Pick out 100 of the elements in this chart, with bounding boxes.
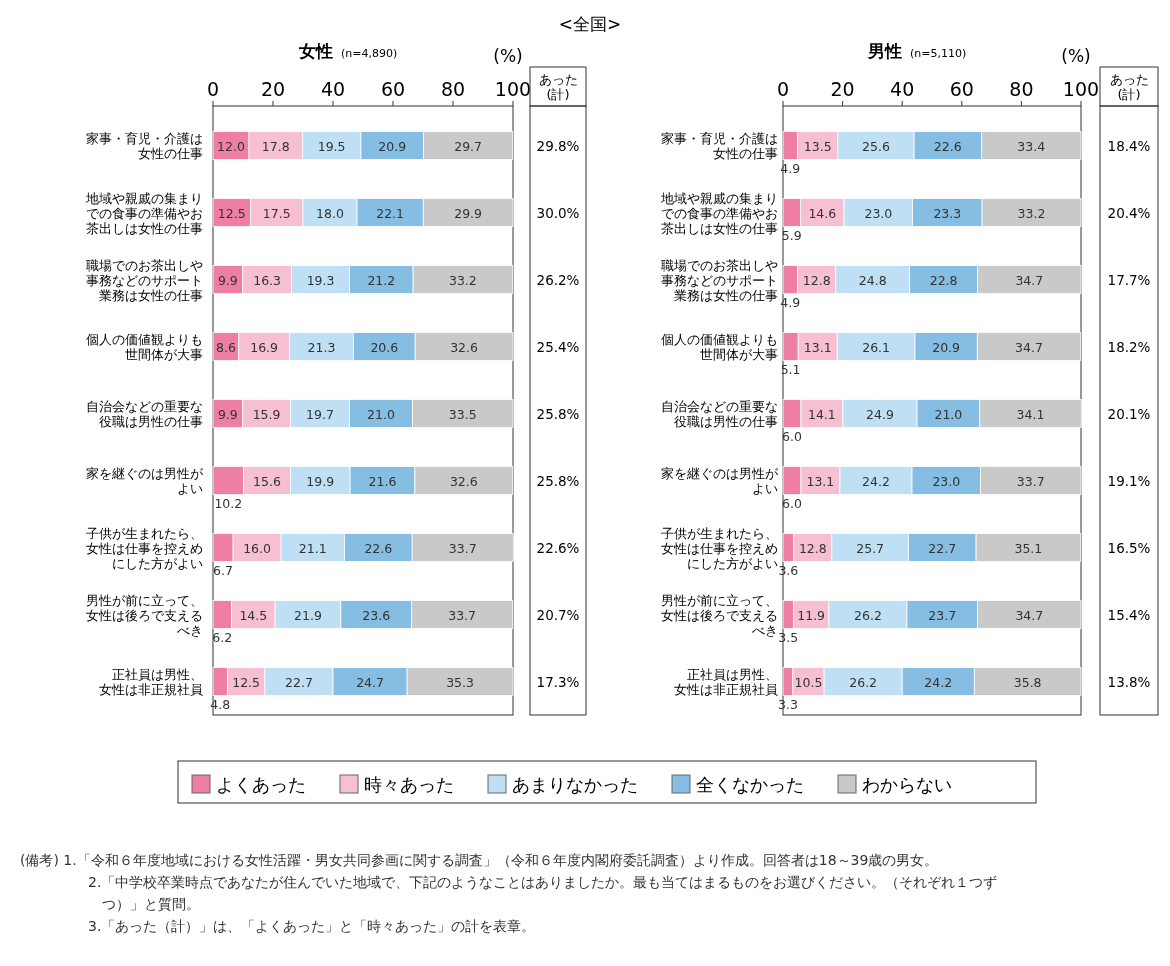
data-label: 15.9 xyxy=(252,406,281,422)
text: 25.8% xyxy=(536,472,580,489)
data-label: 23.0 xyxy=(864,205,893,221)
chart-subtitle: (n=5,110) xyxy=(910,47,967,60)
data-label: 9.9 xyxy=(217,406,238,422)
data-label: 22.7 xyxy=(285,674,313,690)
data-label: 16.9 xyxy=(250,339,279,355)
data-label: 33.4 xyxy=(1017,138,1046,154)
x-tick-label: 20 xyxy=(260,78,286,100)
data-label: 14.6 xyxy=(808,205,837,221)
x-tick-label: 40 xyxy=(320,78,346,100)
x-tick-label: 0 xyxy=(206,78,220,100)
text: あった(計) xyxy=(538,71,578,102)
data-label: 33.7 xyxy=(448,607,477,623)
data-label: 22.6 xyxy=(933,138,962,154)
data-label: 6.0 xyxy=(781,495,802,511)
data-label: 17.5 xyxy=(262,205,291,221)
text: 18.2% xyxy=(1107,338,1151,355)
y-tick-label: 自治会などの重要な役職は男性の仕事 xyxy=(86,399,203,429)
data-label: 26.2 xyxy=(854,607,882,623)
text: 22.6% xyxy=(536,539,580,556)
x-tick-label: 60 xyxy=(949,78,974,100)
data-label: 34.1 xyxy=(1016,406,1045,422)
data-label: 12.8 xyxy=(802,272,831,288)
data-label: 34.7 xyxy=(1015,607,1044,623)
text: (備考) 1.「令和６年度地域における女性活躍・男女共同参画に関する調査」（令和６年度内閣府委託調査）より作成。回答者は18～39歳の男女。 xyxy=(20,852,939,868)
data-label: 17.8 xyxy=(261,138,290,154)
data-label: 19.5 xyxy=(317,138,346,154)
text: あった(計) xyxy=(1109,71,1149,102)
data-label: 5.1 xyxy=(780,361,801,377)
y-tick-label: 男性が前に立って、女性は後ろで支えるべき xyxy=(661,592,778,638)
data-label: 24.8 xyxy=(858,272,887,288)
data-label: 11.9 xyxy=(797,607,826,623)
data-label: 15.6 xyxy=(253,473,281,489)
data-label: 3.5 xyxy=(778,629,799,645)
x-tick-label: 0 xyxy=(776,78,790,100)
data-label: 13.5 xyxy=(803,138,832,154)
y-tick-label: 家を継ぐのは男性がよい xyxy=(661,466,779,496)
data-label: 13.1 xyxy=(806,473,835,489)
data-label: 26.1 xyxy=(862,339,891,355)
data-label: 24.9 xyxy=(866,406,894,422)
y-tick-label: 正社員は男性、女性は非正規社員 xyxy=(674,667,778,697)
data-label: 29.9 xyxy=(454,205,483,221)
data-label: 21.2 xyxy=(367,272,396,288)
y-tick-label: 子供が生まれたら、女性は仕事を控えめにした方がよい xyxy=(661,525,778,571)
data-label: 3.6 xyxy=(778,562,799,578)
x-axis-title: (%) xyxy=(1061,46,1091,66)
text: 16.5% xyxy=(1107,539,1151,556)
data-label: 22.1 xyxy=(376,205,405,221)
x-tick-label: 80 xyxy=(440,78,466,100)
data-label: 6.2 xyxy=(212,629,233,645)
data-label: 24.2 xyxy=(862,473,890,489)
data-label: 14.1 xyxy=(807,406,836,422)
text: 25.4% xyxy=(536,338,580,355)
data-label: 10.5 xyxy=(794,674,823,690)
data-label: 14.5 xyxy=(239,607,268,623)
y-tick-label: 地域や親戚の集まりでの食事の準備やお茶出しは女性の仕事 xyxy=(660,190,778,236)
text: <全国> xyxy=(558,14,622,34)
data-label: 26.2 xyxy=(849,674,878,690)
chart-subtitle: (n=4,890) xyxy=(341,47,398,60)
data-label: 20.9 xyxy=(932,339,961,355)
data-label: 20.9 xyxy=(378,138,407,154)
text: 13.8% xyxy=(1107,673,1151,690)
y-tick-label: 職場でのお茶出しや事務などのサポート業務は女性の仕事 xyxy=(661,257,778,303)
text: 25.8% xyxy=(536,405,580,422)
data-label: 21.1 xyxy=(298,540,327,556)
data-label: 4.9 xyxy=(780,160,801,176)
data-label: 21.6 xyxy=(368,473,397,489)
data-label: 24.7 xyxy=(356,674,384,690)
data-label: 25.7 xyxy=(856,540,885,556)
data-label: 5.9 xyxy=(781,227,802,243)
text: 20.7% xyxy=(536,606,580,623)
data-label: 21.3 xyxy=(307,339,336,355)
text: 18.4% xyxy=(1107,137,1151,154)
y-tick-label: 子供が生まれたら、女性は仕事を控えめにした方がよい xyxy=(86,525,203,571)
data-label: 18.0 xyxy=(316,205,344,221)
text: 3.「あった（計）」は、「よくあった」と「時々あった」の計を表章。 xyxy=(88,918,536,934)
data-label: 33.7 xyxy=(1016,473,1045,489)
data-label: 33.5 xyxy=(448,406,477,422)
data-label: 23.7 xyxy=(928,607,957,623)
chart-title: 女性 xyxy=(298,41,333,61)
legend-label: わからない xyxy=(862,774,952,795)
data-label: 29.7 xyxy=(454,138,483,154)
text: 26.2% xyxy=(536,271,580,288)
text: 20.4% xyxy=(1107,204,1151,221)
x-tick-label: 60 xyxy=(380,78,406,100)
x-axis-title: (%) xyxy=(493,46,523,66)
legend-label: よくあった xyxy=(216,774,306,795)
data-label: 23.0 xyxy=(932,473,961,489)
data-label: 3.3 xyxy=(777,696,798,712)
data-label: 10.2 xyxy=(214,495,243,511)
y-tick-label: 職場でのお茶出しや事務などのサポート業務は女性の仕事 xyxy=(86,257,203,303)
data-label: 23.3 xyxy=(933,205,962,221)
data-label: 21.0 xyxy=(367,406,395,422)
data-label: 33.2 xyxy=(1017,205,1046,221)
data-label: 34.7 xyxy=(1015,339,1043,355)
text: 29.8% xyxy=(536,137,580,154)
y-tick-label: 個人の価値観よりも世間体が大事 xyxy=(661,332,778,362)
text: 17.3% xyxy=(536,673,580,690)
data-label: 12.5 xyxy=(217,205,246,221)
